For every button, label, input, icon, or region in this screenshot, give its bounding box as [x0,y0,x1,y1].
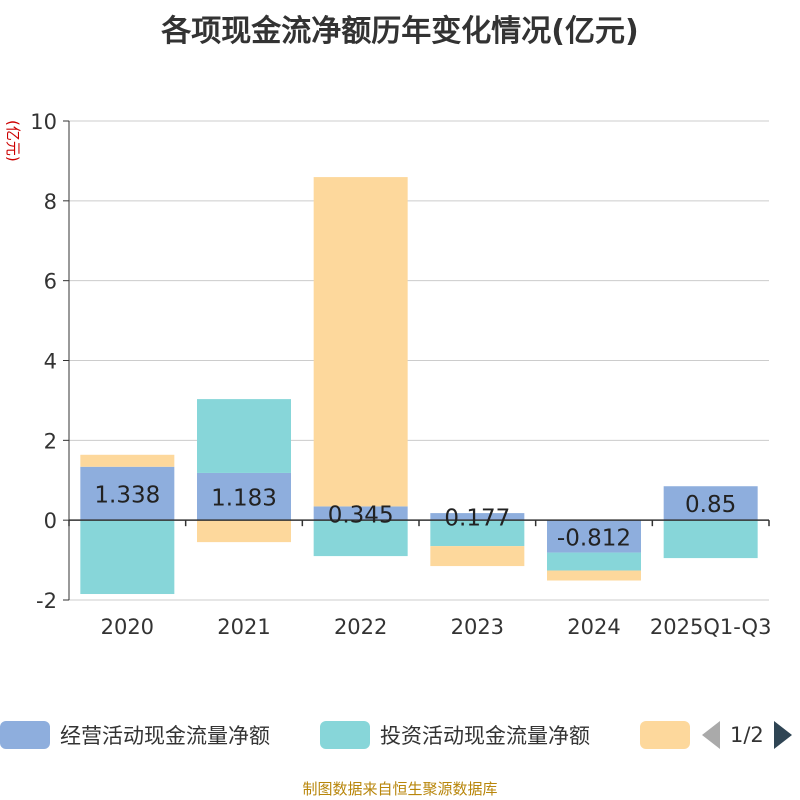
legend-page-indicator: 1/2 [730,723,764,747]
chart-title: 各项现金流净额历年变化情况(亿元) [161,14,639,49]
bar-layer [80,177,758,595]
data-label-series-0-2025Q1-Q3: 0.85 [685,492,736,518]
data-source-note: 制图数据来自恒生聚源数据库 [302,780,498,798]
legend-item-operating[interactable]: 经营活动现金流量净额 [0,716,270,754]
plot-area: -2 0 2 4 6 8 10 2020 2021 2022 2023 2024 2025Q1-Q3 1… [30,110,771,639]
x-tick-label: 2023 [451,615,504,639]
bar-series-2-2021 [197,520,291,543]
x-tick-label: 2021 [217,615,270,639]
bar-series-0-2021 [197,472,291,521]
axis-layer: -2 0 2 4 6 8 10 2020 2021 2022 2023 2024 2025Q1-Q3 [30,110,771,639]
legend-swatch-operating [0,721,50,749]
data-label-series-0-2023: 0.177 [444,506,510,532]
data-label-series-0-2020: 1.338 [94,482,160,508]
legend-swatch-investing [320,721,370,749]
y-tick-label: 8 [44,190,57,214]
bar-series-2-2022 [313,177,408,507]
grid-layer [69,120,769,601]
bar-series-2-2023 [430,546,525,567]
legend-item-investing[interactable]: 投资活动现金流量净额 [320,716,590,754]
x-tick-label: 2024 [567,615,620,639]
y-tick-label: -2 [36,589,57,613]
y-tick-label: 6 [44,270,57,294]
y-tick-label: 10 [30,110,57,134]
x-tick-label: 2022 [334,615,387,639]
x-tick-label: 2025Q1-Q3 [650,615,772,639]
data-label-series-0-2022: 0.345 [328,502,394,528]
bar-series-1-2021 [197,399,291,473]
bar-series-1-2022 [313,520,408,557]
bar-series-1-2020 [80,520,175,595]
legend-prev-arrow-icon[interactable] [702,721,720,749]
y-tick-label: 0 [44,509,57,533]
bar-series-0-2024 [547,520,641,553]
legend-label-investing: 投资活动现金流量净额 [380,724,590,748]
bar-series-1-2025Q1-Q3 [663,520,758,559]
data-label-series-0-2024: -0.812 [557,525,631,551]
bar-series-0-2020 [80,466,175,521]
bar-series-0-2022 [313,506,408,521]
y-tick-label: 2 [44,429,57,453]
legend-swatch-third [640,721,690,749]
bar-series-2-2020 [80,454,175,467]
bar-series-2-2024 [547,570,641,581]
y-tick-label: 4 [44,350,57,374]
x-tick-label: 2020 [101,615,154,639]
data-label-series-0-2021: 1.183 [211,486,277,512]
legend: 经营活动现金流量净额 投资活动现金流量净额 1/2 [0,716,800,754]
bar-series-1-2023 [430,520,525,547]
legend-pager: 1/2 [702,716,792,754]
bar-series-0-2025Q1-Q3 [663,486,758,521]
bar-series-1-2024 [547,552,641,571]
legend-next-arrow-icon[interactable] [773,721,792,749]
legend-item-third[interactable] [640,716,700,754]
label-layer: 1.338 1.183 0.345 0.177 -0.812 0.85 [94,482,736,551]
legend-label-operating: 经营活动现金流量净额 [60,724,270,748]
bar-series-0-2023 [430,513,525,521]
